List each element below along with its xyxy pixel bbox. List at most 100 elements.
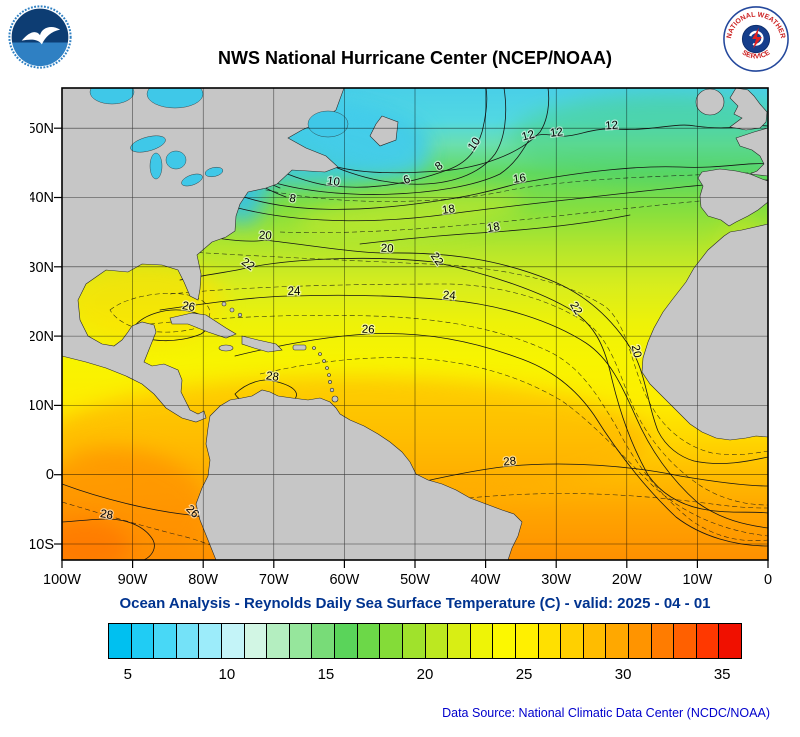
lon-label: 0 [764, 572, 772, 588]
contour-label: 28 [99, 508, 114, 522]
colorbar-cell [267, 624, 290, 658]
noaa-sea-icon [12, 42, 68, 67]
colorbar-cell [289, 624, 313, 658]
colorbar-cell [335, 624, 358, 658]
noaa-gull-icon [21, 27, 61, 45]
land-britain [729, 88, 768, 131]
axis-ticks [54, 127, 769, 568]
lat-axis: 50N 40N 30N 20N 10N 0 10S [27, 121, 54, 553]
nws-hurricane-icon [749, 30, 764, 46]
contour-label: 18 [441, 203, 455, 217]
contour-label: 26 [361, 324, 374, 337]
colorbar-tick-label: 5 [123, 666, 132, 683]
land-france [735, 127, 768, 177]
lon-label: 50W [400, 572, 430, 588]
land-south-america [195, 389, 523, 560]
noaa-ring-text-icon [8, 5, 72, 69]
contour-label: 18 [486, 221, 501, 235]
lon-label: 10W [682, 572, 712, 588]
colorbar-tick-label: 20 [416, 666, 434, 683]
contour-label: 28 [265, 370, 279, 384]
colorbar-tick-label: 35 [713, 666, 731, 683]
colorbar-ticks: 5 10 15 20 25 30 35 [108, 666, 742, 688]
colorbar-cell [357, 624, 381, 658]
land-ireland [695, 88, 725, 116]
nws-lightning-icon [752, 27, 762, 49]
colorbar-cell [674, 624, 697, 658]
colorbar-cells [109, 624, 742, 658]
lat-label: 20N [30, 329, 54, 345]
lat-label: 10S [30, 537, 54, 553]
land-puerto-rico [292, 344, 307, 351]
colorbar-cell [448, 624, 471, 658]
colorbar-cell [312, 624, 336, 658]
lon-label: 70W [259, 572, 289, 588]
colorbar-tick-label: 25 [515, 666, 533, 683]
lake-ontario [204, 167, 224, 177]
colorbar-cell [154, 624, 177, 658]
lake-huron [165, 150, 187, 170]
land-hispaniola [241, 335, 283, 353]
nws-ring-text-bottom: SERVICE [741, 49, 772, 60]
lat-label: 0 [46, 467, 54, 483]
colorbar-tick-label: 30 [614, 666, 632, 683]
contour-label: 12 [549, 126, 563, 140]
contour-label: 16 [512, 172, 526, 186]
colorbar-cell [109, 624, 132, 658]
contour-label: 12 [520, 129, 535, 144]
colorbar-cell [380, 624, 403, 658]
map-container: 12 12 12 10 10 8 8 6 16 18 18 20 20 20 22 22 22 24 24 26 26 2… [27, 84, 790, 596]
lake-erie [181, 173, 203, 187]
land-newfoundland [369, 115, 399, 147]
nws-logo: NATIONAL WEATHER SERVICE [723, 6, 789, 72]
land-jamaica [218, 344, 234, 352]
lon-label: 100W [43, 572, 81, 588]
contour-label: 24 [442, 289, 456, 302]
colorbar-cell [402, 624, 426, 658]
gulf-st-lawrence [307, 110, 349, 138]
lat-label: 30N [30, 260, 54, 276]
colorbar-cell [651, 624, 675, 658]
colorbar-tick-label: 10 [218, 666, 236, 683]
contour-label: 20 [380, 243, 393, 256]
lat-label: 10N [30, 398, 54, 414]
land-bahamas [221, 301, 243, 318]
colorbar-cell [606, 624, 630, 658]
colorbar-cell [696, 624, 720, 658]
lat-label: 40N [30, 190, 54, 206]
colorbar-cell [515, 624, 539, 658]
contour-label: 12 [605, 119, 619, 132]
colorbar-cell [199, 624, 223, 658]
lake-superior [130, 135, 166, 153]
contour-label: 8 [288, 193, 296, 206]
lon-label: 40W [471, 572, 501, 588]
contour-label: 28 [503, 455, 517, 468]
contour-label: 26 [181, 300, 196, 314]
map-caption: Ocean Analysis - Reynolds Daily Sea Surf… [119, 595, 711, 612]
colorbar-cell [493, 624, 516, 658]
colorbar-cell [629, 624, 652, 658]
colorbar-cell [561, 624, 584, 658]
lon-label: 60W [329, 572, 359, 588]
isotherm-contours [62, 88, 768, 560]
contour-label: 24 [288, 286, 301, 298]
colorbar-cell [425, 624, 449, 658]
page-title: NWS National Hurricane Center (NCEP/NOAA… [217, 48, 613, 68]
lake-michigan [149, 152, 163, 180]
colorbar-cell [222, 624, 245, 658]
colorbar-tick-label: 15 [317, 666, 335, 683]
colorbar-cell [176, 624, 200, 658]
noaa-logo [8, 5, 72, 69]
colorbar-cell [719, 624, 742, 658]
land-lesser-antilles [312, 346, 339, 403]
lon-label: 30W [541, 572, 571, 588]
lon-label: 20W [612, 572, 642, 588]
colorbar-cell [244, 624, 268, 658]
contour-label: 10 [326, 175, 340, 189]
lon-label: 90W [118, 572, 148, 588]
colorbar-cell [131, 624, 155, 658]
colorbar-cell [470, 624, 494, 658]
